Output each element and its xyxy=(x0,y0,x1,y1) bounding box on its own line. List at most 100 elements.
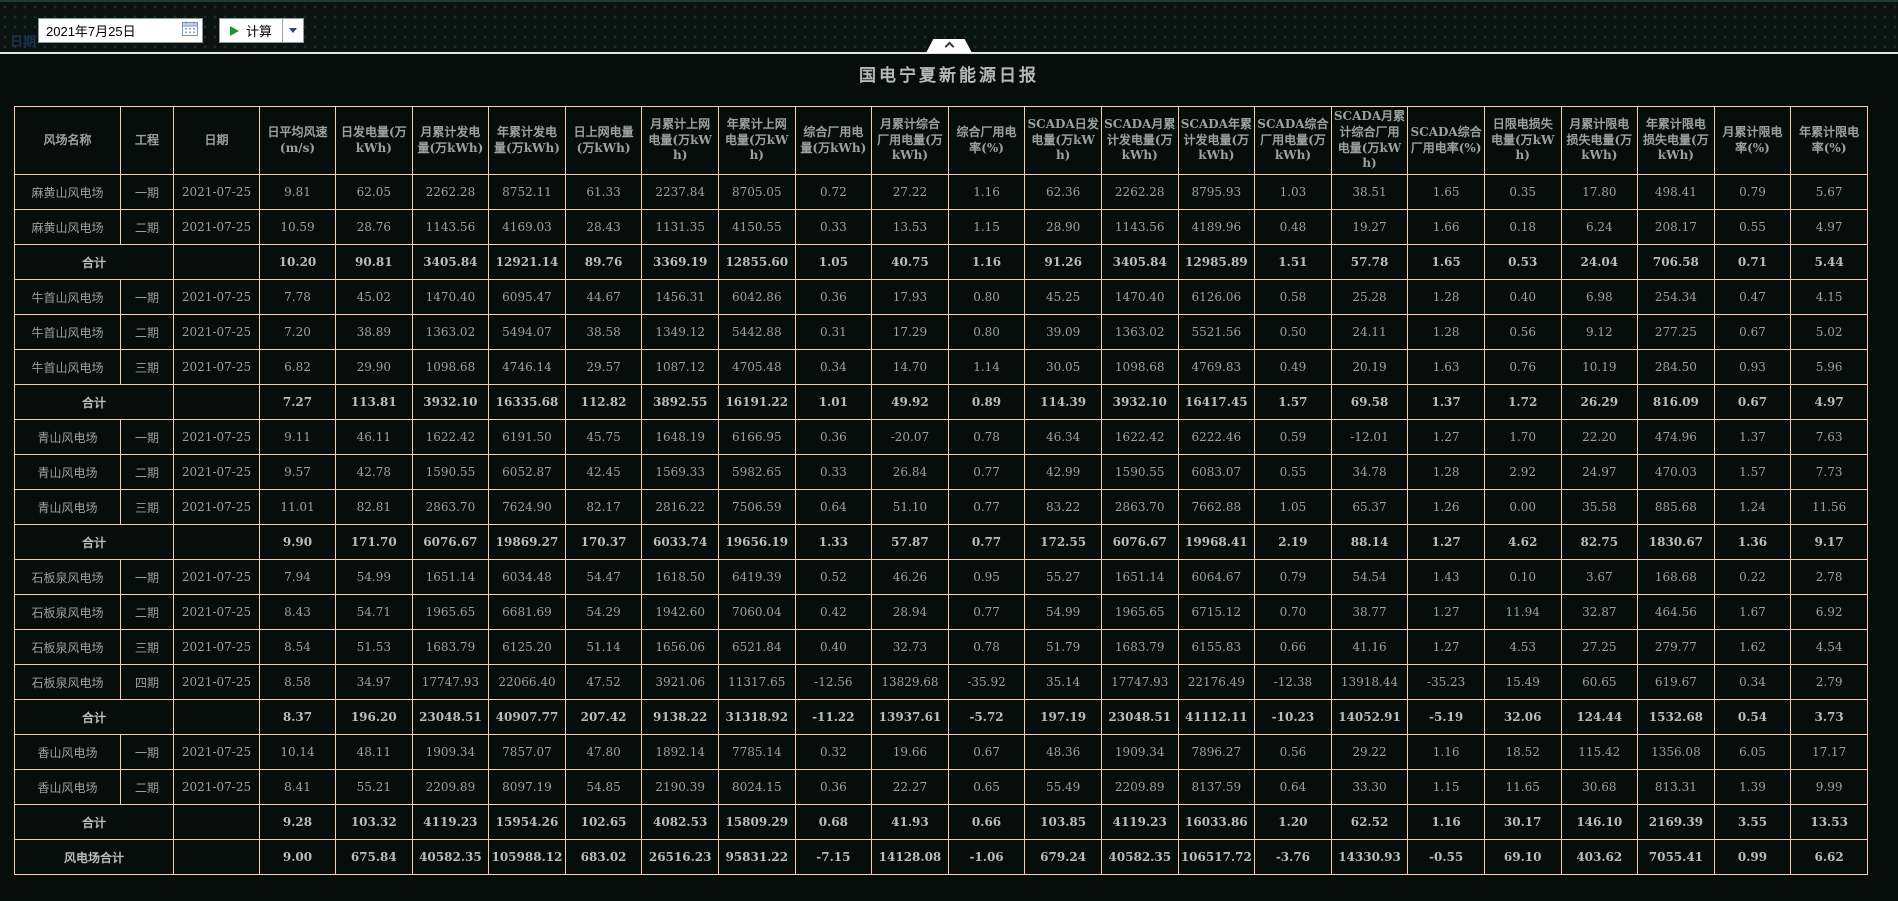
table-cell: 2209.89 xyxy=(411,769,490,805)
table-cell: 二期 xyxy=(120,314,174,350)
table-cell: 0.77 xyxy=(947,594,1026,630)
table-cell: 33.30 xyxy=(1330,769,1409,805)
column-header: 年累计上网电量(万kWh) xyxy=(717,106,796,175)
table-cell: 二期 xyxy=(120,209,174,245)
column-header: 日期 xyxy=(173,106,260,175)
table-cell: 10.19 xyxy=(1560,349,1639,385)
table-cell: 9.00 xyxy=(259,839,336,875)
table-cell: 46.34 xyxy=(1024,419,1102,455)
table-cell: 26516.23 xyxy=(641,839,719,875)
table-cell: 11.56 xyxy=(1790,489,1868,525)
table-cell: 40907.77 xyxy=(488,699,566,735)
table-cell: 0.71 xyxy=(1713,244,1792,280)
table-cell: 1356.08 xyxy=(1637,734,1715,770)
table-cell: 13.53 xyxy=(1790,804,1868,840)
table-cell: 69.58 xyxy=(1330,384,1409,420)
table-cell: 45.75 xyxy=(564,419,643,455)
table-cell: 1.72 xyxy=(1483,384,1562,420)
table-cell: 12855.60 xyxy=(717,244,796,280)
table-row: 石板泉风电场 四期 2021-07-25 8.58 34.97 17747.93 22066… xyxy=(14,664,1868,700)
table-cell: 1.16 xyxy=(1407,734,1485,770)
table-cell: 4119.23 xyxy=(411,804,490,840)
table-cell: 27.22 xyxy=(871,174,949,210)
table-cell: 14.70 xyxy=(871,349,949,385)
table-cell: 5.44 xyxy=(1790,244,1868,280)
table-cell: 1.26 xyxy=(1407,489,1485,525)
table-cell: 0.55 xyxy=(1713,209,1792,245)
table-cell: 二期 xyxy=(120,594,174,630)
table-cell: 1.05 xyxy=(1254,489,1332,525)
table-cell: 17.29 xyxy=(871,314,949,350)
table-cell: 8795.93 xyxy=(1177,174,1256,210)
table-cell: 65.37 xyxy=(1330,489,1409,525)
table-cell: 2.19 xyxy=(1254,524,1332,560)
table-cell: 8137.59 xyxy=(1177,769,1256,805)
table-cell: 2209.89 xyxy=(1100,769,1179,805)
table-cell: 90.81 xyxy=(335,244,413,280)
calculate-button[interactable]: 计算 xyxy=(220,19,282,42)
table-cell: 6.92 xyxy=(1790,594,1868,630)
table-cell: 6521.84 xyxy=(717,629,796,665)
table-cell: -35.23 xyxy=(1407,664,1485,700)
table-cell: 1.27 xyxy=(1407,524,1485,560)
table-cell: 2021-07-25 xyxy=(173,174,260,210)
table-cell: 0.31 xyxy=(794,314,873,350)
table-cell: 45.02 xyxy=(335,279,413,315)
table-cell: 40582.35 xyxy=(1100,839,1179,875)
total-row: 合计 7.27 113.81 3932.10 16335.68 112.82 3892.55… xyxy=(14,384,1868,420)
table-cell: 0.70 xyxy=(1254,594,1332,630)
table-cell: 16033.86 xyxy=(1177,804,1256,840)
header-row: 风场名称 工程 日期 日平均风速(m/s) 日发电量(万kWh) 月累计发电量(万kWh)… xyxy=(14,106,1868,175)
table-cell: 464.56 xyxy=(1637,594,1715,630)
column-header: 月累计限电率(%) xyxy=(1713,106,1792,175)
calendar-icon[interactable] xyxy=(182,21,198,40)
table-cell: 0.36 xyxy=(794,279,873,315)
table-row: 石板泉风电场 一期 2021-07-25 7.94 54.99 1651.14 6034.4… xyxy=(14,559,1868,595)
table-cell: 6.05 xyxy=(1713,734,1792,770)
table-cell: 牛首山风电场 xyxy=(14,349,121,385)
column-header: 综合厂用电量(万kWh) xyxy=(794,106,873,175)
table-cell: 28.94 xyxy=(871,594,949,630)
column-header: 月累计发电量(万kWh) xyxy=(411,106,490,175)
table-cell: 1363.02 xyxy=(411,314,490,350)
table-cell: 14128.08 xyxy=(871,839,949,875)
table-cell: 0.77 xyxy=(947,454,1026,490)
table-cell: 一期 xyxy=(120,419,174,455)
table-cell: 4746.14 xyxy=(488,349,566,385)
table-cell: 0.64 xyxy=(1254,769,1332,805)
table-cell: 9.57 xyxy=(259,454,336,490)
column-header: 日上网电量(万kWh) xyxy=(564,106,643,175)
table-cell: 11.65 xyxy=(1483,769,1562,805)
table-cell: 7.27 xyxy=(259,384,336,420)
table-cell: 16335.68 xyxy=(488,384,566,420)
table-cell: 0.68 xyxy=(794,804,873,840)
table-cell: 0.34 xyxy=(1713,664,1792,700)
table-cell: 95831.22 xyxy=(717,839,796,875)
table-cell: -35.92 xyxy=(947,664,1026,700)
table-cell: 168.68 xyxy=(1637,559,1715,595)
table-cell: 35.58 xyxy=(1560,489,1639,525)
table-cell: 19.66 xyxy=(871,734,949,770)
table-cell: 60.65 xyxy=(1560,664,1639,700)
table-cell: 2863.70 xyxy=(1100,489,1179,525)
table-cell: 10.59 xyxy=(259,209,336,245)
table-cell: 1.27 xyxy=(1407,419,1485,455)
table-cell: 8752.11 xyxy=(488,174,566,210)
collapse-panel-tab[interactable] xyxy=(926,39,972,53)
table-cell: 4.62 xyxy=(1483,524,1562,560)
date-input[interactable]: 2021年7月25日 xyxy=(38,18,203,43)
table-cell: 石板泉风电场 xyxy=(14,664,121,700)
table-cell: 1.16 xyxy=(947,174,1026,210)
table-cell: 二期 xyxy=(120,769,174,805)
table-cell: 8.41 xyxy=(259,769,336,805)
table-cell: 27.25 xyxy=(1560,629,1639,665)
table-cell: 30.05 xyxy=(1024,349,1102,385)
table-cell: 9.81 xyxy=(259,174,336,210)
table-cell: 24.04 xyxy=(1560,244,1639,280)
calc-dropdown-button[interactable] xyxy=(282,19,303,42)
table-cell: 1.28 xyxy=(1407,454,1485,490)
table-cell: -20.07 xyxy=(871,419,949,455)
table-cell: 三期 xyxy=(120,489,174,525)
table-cell: 114.39 xyxy=(1024,384,1102,420)
table-cell: 3369.19 xyxy=(641,244,719,280)
